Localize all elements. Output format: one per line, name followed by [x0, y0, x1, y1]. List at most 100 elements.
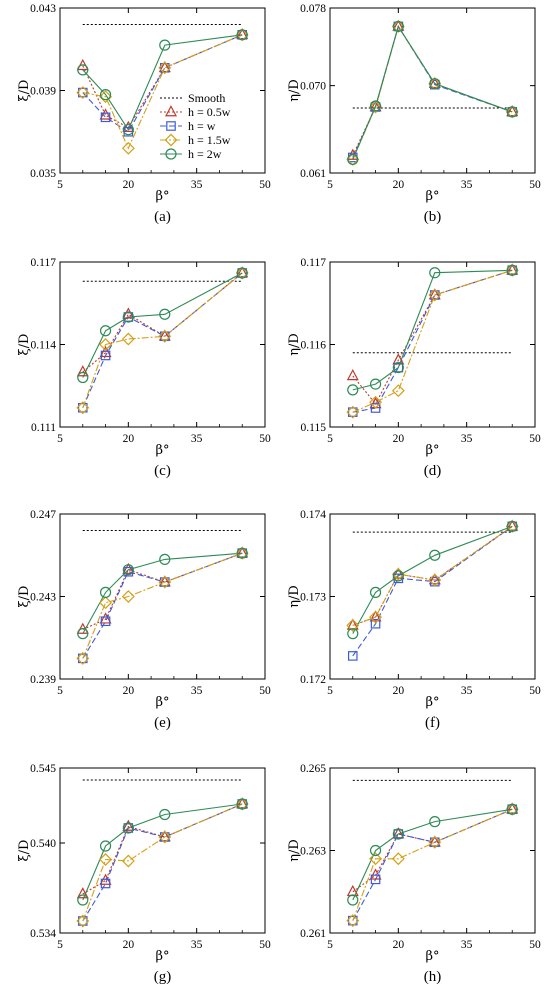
- data-point: [159, 808, 171, 821]
- data-point: [237, 30, 248, 40]
- data-point: [100, 112, 111, 123]
- data-point: [391, 384, 405, 398]
- data-point: [122, 819, 135, 831]
- data-point: [507, 521, 518, 532]
- data-point: [122, 822, 134, 834]
- x-tick-label: 50: [259, 685, 271, 697]
- data-point: [122, 124, 134, 136]
- data-point: [429, 837, 440, 848]
- x-tick-label: 20: [393, 685, 405, 697]
- series-line: [352, 25, 513, 156]
- data-point: [506, 803, 518, 815]
- y-tick-label: 0.111: [31, 422, 56, 434]
- series-line: [352, 269, 513, 405]
- data-point: [100, 878, 111, 889]
- x-tick-label: 5: [57, 939, 63, 951]
- data-point: [429, 816, 441, 828]
- x-tick-label: 20: [123, 179, 135, 191]
- y-tick-label: 0.043: [30, 3, 56, 15]
- y-tick-label: 0.117: [31, 257, 57, 269]
- data-point: [237, 799, 248, 809]
- legend-marker: [166, 121, 176, 131]
- x-tick-label: 35: [191, 433, 203, 445]
- data-point: [121, 854, 135, 868]
- data-point: [121, 590, 135, 603]
- data-point: [159, 577, 170, 587]
- panel-d: 5 20 35 50 0.115 0.116 0.117 β° η/D (d): [287, 257, 541, 479]
- series-line: [82, 272, 243, 373]
- series-line: [82, 803, 243, 901]
- x-tick-label: 20: [393, 939, 405, 951]
- data-point: [237, 268, 248, 278]
- data-point: [100, 350, 111, 361]
- x-tick-label: 50: [529, 939, 541, 951]
- y-axis-title: ξ/D: [17, 840, 32, 862]
- data-point: [369, 100, 382, 112]
- data-point: [99, 596, 113, 610]
- data-point: [369, 378, 382, 390]
- panel-g: 5 20 35 50 0.534 0.540 0.545 β° ξ/D (g): [17, 763, 271, 985]
- panel-caption: (f): [425, 715, 440, 731]
- data-point: [76, 622, 89, 634]
- data-point: [123, 312, 134, 322]
- data-point: [236, 267, 248, 279]
- series-line: [82, 803, 243, 895]
- y-tick-label: 0.114: [31, 340, 57, 352]
- data-point: [158, 830, 172, 844]
- series-line: [82, 34, 243, 150]
- x-tick-label: 35: [461, 939, 473, 951]
- series-line: [352, 269, 513, 391]
- panel-f: 5 20 35 50 0.172 0.173 0.174 β° η/D (f): [287, 509, 541, 731]
- data-point: [77, 916, 88, 926]
- data-point: [428, 76, 441, 89]
- plot-frame: [59, 513, 266, 680]
- data-point: [346, 618, 360, 632]
- series-line: [352, 808, 513, 921]
- y-tick-label: 0.115: [301, 422, 327, 434]
- series-line: [352, 25, 513, 160]
- panel-h: 5 20 35 50 0.261 0.263 0.265 β° η/D (h): [287, 763, 541, 985]
- data-point: [429, 267, 441, 279]
- x-axis-title: β°: [155, 695, 169, 710]
- data-point: [369, 586, 382, 598]
- legend-marker: [164, 133, 178, 147]
- data-point: [370, 618, 381, 629]
- x-tick-label: 5: [57, 179, 63, 191]
- data-point: [346, 368, 359, 381]
- data-point: [158, 575, 172, 589]
- data-point: [76, 401, 90, 415]
- y-tick-label: 0.534: [30, 928, 56, 940]
- x-tick-label: 35: [191, 685, 203, 697]
- y-tick-label: 0.116: [301, 340, 327, 352]
- data-point: [392, 570, 404, 582]
- data-point: [428, 835, 442, 849]
- y-axis-title: η/D: [287, 839, 302, 862]
- data-point: [369, 610, 383, 624]
- data-point: [76, 365, 89, 377]
- data-point: [77, 894, 89, 906]
- series-line: [82, 803, 243, 922]
- series-line: [352, 25, 513, 158]
- y-tick-label: 0.078: [300, 3, 326, 15]
- x-tick-label: 5: [327, 939, 333, 951]
- data-point: [369, 395, 383, 409]
- data-point: [159, 553, 171, 565]
- x-tick-label: 20: [393, 433, 405, 445]
- data-point: [429, 549, 441, 561]
- y-tick-label: 0.263: [300, 846, 326, 858]
- y-tick-label: 0.243: [30, 592, 56, 604]
- data-point: [346, 884, 359, 897]
- series-line: [352, 525, 513, 626]
- data-point: [429, 78, 441, 90]
- data-point: [122, 311, 134, 323]
- x-tick-label: 50: [259, 433, 271, 445]
- data-point: [158, 61, 172, 75]
- x-tick-label: 5: [327, 179, 333, 191]
- data-point: [99, 325, 112, 337]
- data-point: [99, 840, 112, 852]
- data-point: [100, 616, 111, 627]
- data-point: [159, 308, 171, 320]
- series-line: [82, 34, 243, 131]
- data-point: [507, 804, 518, 815]
